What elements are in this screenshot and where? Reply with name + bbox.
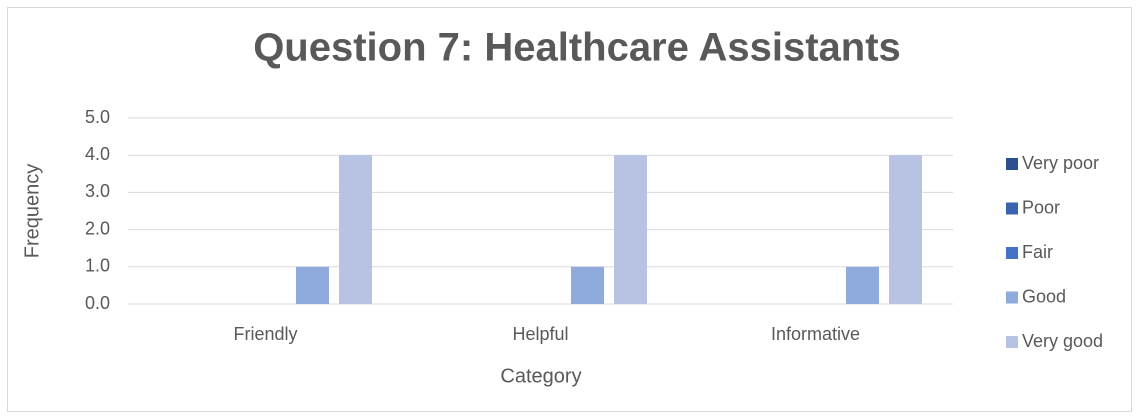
legend-label: Poor (1022, 197, 1060, 217)
legend-swatch (1006, 202, 1018, 215)
legend-label: Fair (1022, 242, 1053, 262)
x-tick-label: Friendly (233, 324, 297, 344)
bar (614, 155, 647, 304)
legend-label: Good (1022, 286, 1066, 306)
legend-label: Very poor (1022, 153, 1099, 173)
chart-title: Question 7: Healthcare Assistants (253, 26, 901, 70)
legend-label: Very good (1022, 331, 1103, 351)
y-tick-label: 0.0 (85, 293, 110, 313)
legend-swatch (1006, 158, 1018, 170)
y-tick-label: 3.0 (85, 181, 110, 201)
legend-swatch (1006, 291, 1018, 304)
bar (339, 155, 372, 304)
y-axis-label: Frequency (21, 164, 43, 259)
bar (296, 266, 329, 304)
chart-border (7, 7, 1132, 412)
legend-swatch (1006, 336, 1018, 348)
bar (571, 266, 604, 304)
legend-swatch (1006, 247, 1018, 259)
y-tick-label: 5.0 (85, 107, 110, 127)
bar (889, 155, 922, 304)
x-tick-label: Informative (771, 324, 860, 344)
x-tick-label: Helpful (512, 324, 568, 344)
bar (846, 266, 879, 304)
y-tick-label: 2.0 (85, 218, 110, 238)
x-axis-label: Category (500, 365, 581, 387)
y-tick-label: 4.0 (85, 144, 110, 164)
y-tick-label: 1.0 (85, 256, 110, 276)
